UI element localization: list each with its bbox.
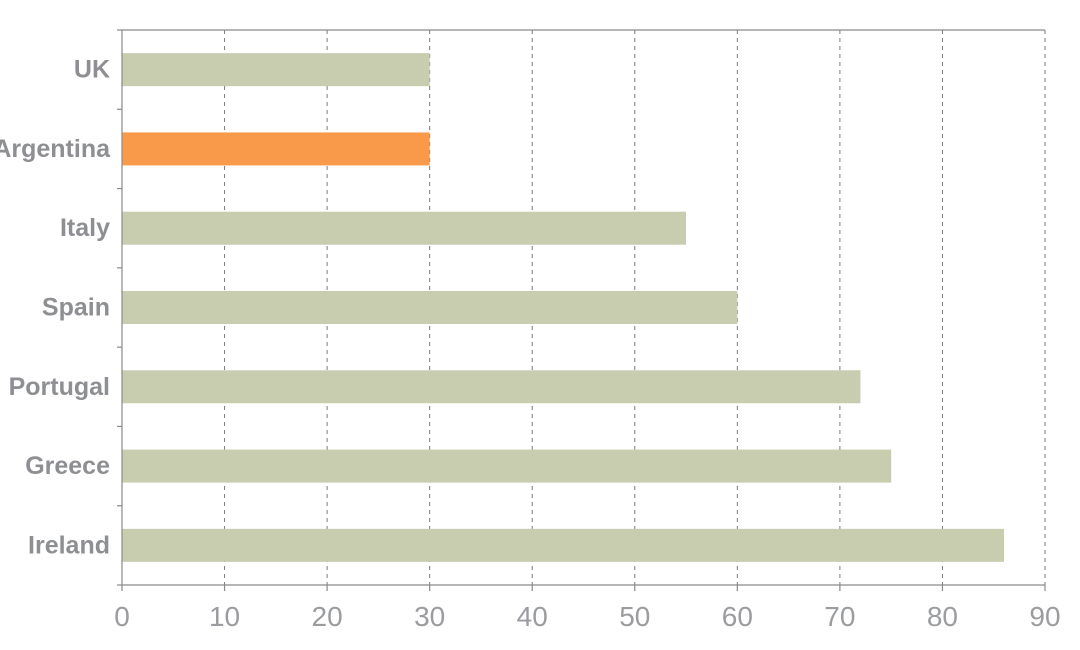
bars [122,53,1004,562]
x-tick-label-20: 20 [312,601,343,632]
category-label-italy: Italy [60,214,110,242]
x-tick-label-80: 80 [927,601,958,632]
category-label-greece: Greece [25,452,110,480]
category-labels: UK Argentina Italy Spain Portugal Greece Irela… [0,56,111,560]
bar-argentina [122,132,430,166]
x-tick-label-90: 90 [1029,601,1060,632]
category-label-uk: UK [74,56,110,84]
x-tick-label-30: 30 [414,601,445,632]
x-tick-label-40: 40 [517,601,548,632]
category-label-portugal: Portugal [9,373,110,401]
x-tick-label-50: 50 [619,601,650,632]
bar-spain [122,291,738,324]
x-tick-label-70: 70 [824,601,855,632]
bar-italy [122,211,687,245]
category-label-argentina: Argentina [0,135,111,163]
x-tick-label-10: 10 [209,601,240,632]
bar-portugal [122,370,861,404]
axes [117,29,1046,591]
x-tick-labels: 0 10 20 30 40 50 60 70 80 90 [114,601,1060,632]
category-label-ireland: Ireland [28,531,110,559]
bar-ireland [122,528,1004,562]
bar-uk [122,53,430,87]
x-tick-label-60: 60 [722,601,753,632]
x-tick-label-0: 0 [114,601,130,632]
category-label-spain: Spain [42,294,110,322]
bar-greece [122,449,892,483]
